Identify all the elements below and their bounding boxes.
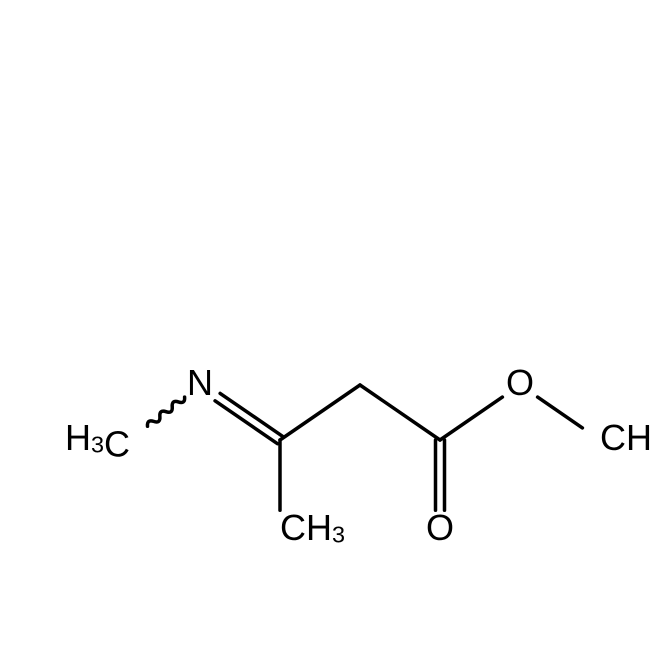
atom-label-n_ch3: H3C (65, 417, 130, 464)
chemical-structure-diagram: H3C N CH3 O O CH3 (0, 0, 650, 650)
atom-label-c_imine_ch3: CH3 (280, 507, 345, 548)
bond-double (215, 401, 277, 444)
atom-label-o_dbl: O (426, 507, 454, 548)
bond-single (280, 385, 360, 440)
bond-single (440, 397, 502, 440)
atom-label-n: N (187, 362, 213, 403)
atom-label-o_single: O (506, 362, 534, 403)
bond-single (538, 397, 583, 428)
atom-label-o_ch3: CH3 (600, 417, 650, 458)
bond-wavy (147, 397, 184, 426)
bond-double (220, 393, 282, 436)
bond-single (360, 385, 440, 440)
